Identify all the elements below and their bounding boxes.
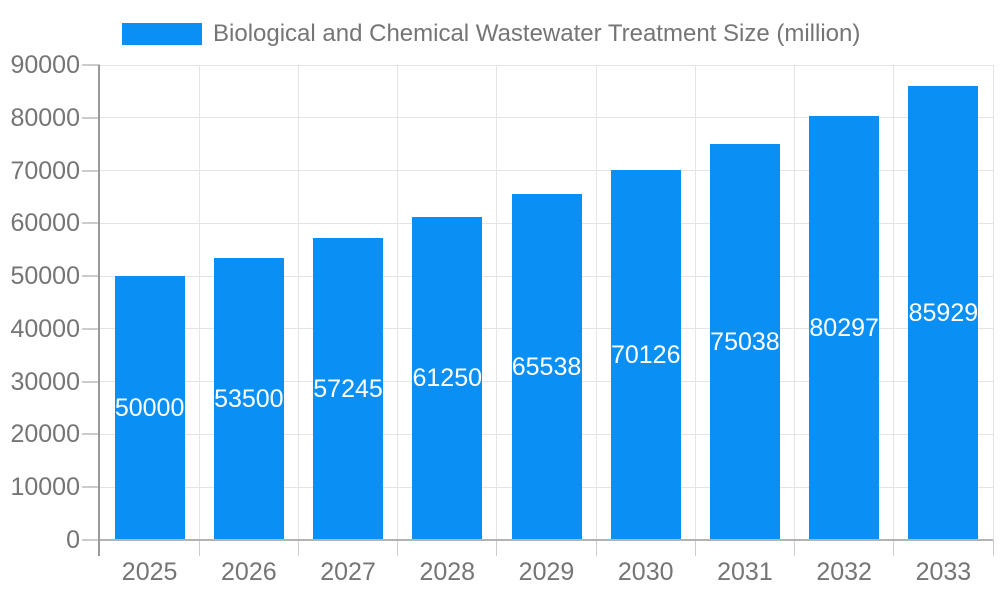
x-tick-9 [992,540,994,556]
bar-value-label-2027: 57245 [313,374,383,403]
y-tick-90000 [82,64,100,66]
bar-2028[interactable] [412,216,483,540]
x-tick-3 [397,540,399,556]
legend-label: Biological and Chemical Wastewater Treat… [213,20,861,47]
y-axis-label-10000: 10000 [10,473,80,502]
x-axis-label-2030: 2030 [617,558,674,586]
y-tick-20000 [82,433,100,436]
x-axis-label-2025: 2025 [121,558,178,586]
gridline-vertical-7 [794,65,796,540]
gridline-vertical-3 [397,65,399,540]
bar-value-label-2030: 70126 [610,340,681,369]
y-tick-40000 [82,327,100,330]
x-axis-label-2033: 2033 [915,558,972,586]
bar-value-label-2032: 80297 [809,314,879,343]
y-tick-80000 [82,116,100,119]
y-tick-30000 [82,380,100,383]
y-tick-50000 [82,275,100,278]
bar-value-label-2029: 65538 [511,353,582,382]
legend[interactable]: Biological and Chemical Wastewater Treat… [122,14,860,54]
bar-value-label-2031: 75038 [710,327,780,356]
gridline-horizontal-90000 [100,64,993,66]
y-axis-label-40000: 40000 [10,314,80,343]
y-axis-label-80000: 80000 [10,103,80,132]
bar-2027[interactable] [313,237,384,540]
gridline-horizontal-70000 [100,170,993,172]
x-tick-4 [496,540,498,556]
bar-2032[interactable] [809,116,880,540]
gridline-vertical-8 [893,65,895,540]
x-tick-8 [893,540,895,556]
legend-swatch-icon [122,23,202,45]
x-tick-2 [297,540,299,556]
x-tick-7 [794,540,796,556]
y-tick-0 [82,539,100,541]
gridline-vertical-6 [694,65,696,540]
y-axis-label-0: 0 [66,526,80,554]
gridline-vertical-1 [198,65,200,540]
gridline-horizontal-80000 [100,117,993,119]
x-tick-6 [694,540,696,556]
y-axis-label-70000: 70000 [10,156,80,185]
bar-value-label-2033: 85929 [908,299,979,328]
y-tick-70000 [82,169,100,172]
bar-2030[interactable] [610,169,681,540]
x-tick-1 [198,540,200,556]
gridline-vertical-2 [297,65,299,540]
x-axis-label-2031: 2031 [717,558,773,586]
y-axis-label-20000: 20000 [10,420,80,449]
y-axis-label-60000: 60000 [10,209,80,238]
y-axis-label-50000: 50000 [10,262,80,291]
y-tick-60000 [82,222,100,225]
x-axis-label-2028: 2028 [419,558,476,586]
x-axis-label-2026: 2026 [221,558,277,586]
y-tick-10000 [82,486,100,489]
gridline-vertical-4 [496,65,498,540]
bar-value-label-2026: 53500 [214,384,284,413]
bar-2031[interactable] [709,143,780,540]
y-axis-label-90000: 90000 [10,51,80,79]
bar-2026[interactable] [213,257,284,540]
y-axis-label-30000: 30000 [10,367,80,396]
bar-2025[interactable] [114,276,185,540]
gridline-vertical-5 [595,65,597,540]
bar-value-label-2025: 50000 [114,394,185,423]
bar-value-label-2028: 61250 [412,364,483,393]
x-tick-5 [595,540,597,556]
x-axis-label-2027: 2027 [320,558,376,586]
x-axis-label-2029: 2029 [518,558,575,586]
x-axis-line [100,539,993,541]
bar-2033[interactable] [908,86,979,540]
x-axis-label-2032: 2032 [816,558,872,586]
y-axis-line [98,65,100,556]
bar-2029[interactable] [511,194,582,540]
gridline-vertical-9 [992,65,994,540]
